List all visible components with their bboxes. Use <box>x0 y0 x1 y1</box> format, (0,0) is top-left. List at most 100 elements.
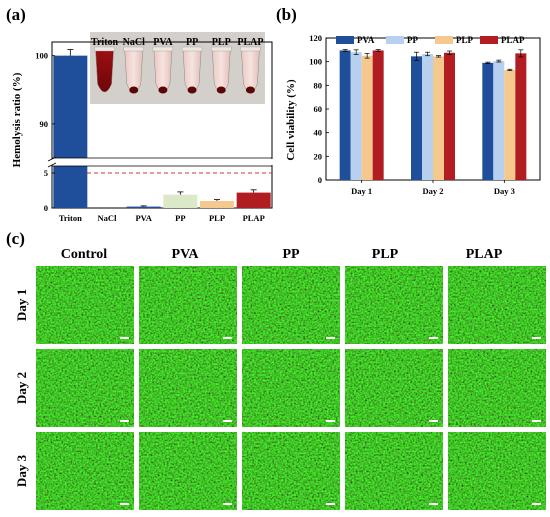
tube-cap-plap <box>240 46 261 52</box>
tube-pellet-plp <box>216 86 226 94</box>
viability-y-tick-label: 100 <box>309 57 322 67</box>
tube-pellet-pp <box>187 86 197 94</box>
scale-bar <box>326 337 335 339</box>
hemolysis-y-tick-label: 5 <box>44 168 48 178</box>
scale-bar <box>223 503 232 505</box>
tube-pp <box>182 49 202 93</box>
viability-y-tick-label: 60 <box>314 104 323 114</box>
viability-bar-pp-day3 <box>493 61 505 181</box>
legend-label-pp: PP <box>407 35 418 45</box>
scale-bar <box>120 337 129 339</box>
viability-x-tick-day-2: Day 2 <box>422 186 443 196</box>
hemolysis-bar-pp <box>163 194 198 208</box>
micrograph-plap-day-3 <box>448 432 546 510</box>
scale-bar <box>223 337 232 339</box>
tube-pva <box>153 49 173 93</box>
micrograph-pp-day-3 <box>242 432 340 510</box>
scale-bar <box>532 420 541 422</box>
viability-bar-pp-day2 <box>422 53 433 180</box>
viability-y-tick-label: 80 <box>314 80 323 90</box>
viability-bar-plap-day3 <box>515 53 527 181</box>
hemolysis-x-tick-triton: Triton <box>59 213 82 223</box>
micrograph-plap-day-1 <box>448 266 546 344</box>
micrograph-plp-day-2 <box>345 349 443 427</box>
micrograph-control-day-1 <box>36 266 134 344</box>
viability-bar-plp-day3 <box>504 69 516 180</box>
panel-label-b: (b) <box>276 5 297 24</box>
micrograph-column-header-pva: PVA <box>172 247 200 262</box>
legend-label-plp: PLP <box>456 35 474 45</box>
scale-bar <box>326 503 335 505</box>
hemolysis-chart: Hemolysis ratio (%) Triton NaCl PVA PP PLP PL… <box>11 32 276 223</box>
viability-bar-pva-day1 <box>339 50 351 180</box>
micrograph-pva-day-1 <box>139 266 237 344</box>
cell-viability-chart: Cell viability (%) 0 20 40 60 80 100 120 Day 1 D… <box>285 33 541 196</box>
micrograph-row-header-day-3: Day 3 <box>14 454 29 487</box>
micrograph-control-day-2 <box>36 349 134 427</box>
hemolysis-y-tick-label: 100 <box>35 51 48 61</box>
tube-plap <box>241 49 260 93</box>
viability-y-tick-label: 0 <box>318 175 322 185</box>
legend-label-pva: PVA <box>357 35 375 45</box>
scale-bar <box>120 420 129 422</box>
micrograph-row-header-day-2: Day 2 <box>14 372 29 404</box>
tube-nacl <box>124 49 144 93</box>
micrograph-control-day-3 <box>36 432 134 510</box>
scale-bar <box>120 503 129 505</box>
hemolysis-break-mark-bottom <box>47 162 57 168</box>
hemolysis-x-tick-plap: PLAP <box>243 213 265 223</box>
tube-cap-nacl <box>123 46 144 52</box>
tube-triton <box>95 49 114 93</box>
micrograph-column-header-control: Control <box>61 247 108 262</box>
hemolysis-bar-plap <box>236 192 271 208</box>
hemolysis-plot-frame <box>51 41 273 209</box>
scale-bar <box>429 420 438 422</box>
tube-cap-pp <box>181 46 203 52</box>
scale-bar <box>532 503 541 505</box>
micrograph-plp-day-3 <box>345 432 443 510</box>
live-cell-micrographs: Control PVA PP PLP PLAP Day 1 Day 2 Day 3 <box>14 247 546 510</box>
micrograph-column-header-plap: PLAP <box>466 247 503 262</box>
viability-bar-pva-day3 <box>482 62 494 180</box>
scale-bar <box>532 337 541 339</box>
tube-photo-background <box>90 32 265 104</box>
micrograph-plp-day-1 <box>345 266 443 344</box>
hemolysis-tube-photo: Triton NaCl PVA PP PLP PLAP <box>90 32 265 104</box>
tube-cap-triton <box>94 46 115 52</box>
micrograph-plap-day-2 <box>448 349 546 427</box>
legend-swatch-plap <box>480 36 498 44</box>
legend-swatch-pp <box>386 36 404 44</box>
micrograph-pva-day-2 <box>139 349 237 427</box>
tube-plp <box>211 49 231 93</box>
hemolysis-x-tick-nacl: NaCl <box>98 213 118 223</box>
hemolysis-bar-triton <box>53 166 88 208</box>
viability-y-tick-label: 40 <box>314 128 323 138</box>
legend-swatch-pva <box>336 36 354 44</box>
legend-swatch-plp <box>435 36 453 44</box>
scale-bar <box>326 420 335 422</box>
micrograph-column-header-pp: PP <box>282 247 300 262</box>
scale-bar <box>429 337 438 339</box>
micrograph-pva-day-3 <box>139 432 237 510</box>
hemolysis-x-tick-pva: PVA <box>135 213 152 223</box>
micrograph-row-header-day-1: Day 1 <box>14 289 29 321</box>
viability-bar-pva-day2 <box>411 56 422 180</box>
viability-bar-plp-day2 <box>433 56 444 180</box>
hemolysis-y-tick-label: 90 <box>40 119 49 129</box>
viability-bar-pp-day1 <box>350 52 362 181</box>
hemolysis-y-tick-label: 0 <box>44 203 48 213</box>
hemolysis-bar-plp <box>200 201 234 208</box>
legend-label-plap: PLAP <box>501 35 525 45</box>
hemolysis-bar-pva <box>126 206 161 208</box>
viability-y-tick-label: 20 <box>314 151 323 161</box>
tube-pellet-pva <box>158 86 168 94</box>
viability-y-tick-label: 120 <box>309 33 322 43</box>
tube-cap-pva <box>152 46 174 52</box>
tube-pellet-nacl <box>129 86 139 94</box>
viability-bar-plap-day2 <box>444 52 455 180</box>
tube-cap-plp <box>211 46 232 52</box>
scale-bar <box>429 503 438 505</box>
viability-bar-plp-day1 <box>361 55 373 180</box>
viability-y-axis-title: Cell viability (%) <box>285 79 297 161</box>
